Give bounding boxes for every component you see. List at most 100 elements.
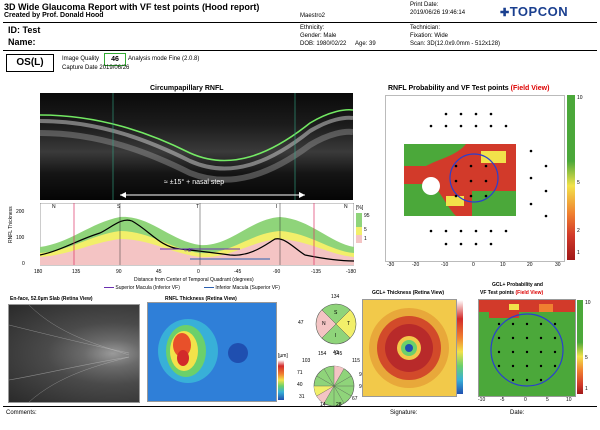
clock-val-11: 103 [302, 358, 311, 364]
xtick-0: 0 [197, 269, 200, 275]
thickness-unit: [µm] [278, 353, 288, 359]
age: Age: 39 [355, 41, 376, 47]
patient-id: ID: Test [8, 25, 41, 35]
logo-icon: ✚ [500, 7, 510, 19]
sector-n2: N [344, 204, 348, 210]
field-x-m10: -10 [441, 262, 449, 268]
pct-unit: [%] [356, 205, 364, 211]
legend-sup: Superior Macula (Inferior VF) [104, 285, 180, 291]
created-by: Created by Prof. Donald Hood [4, 12, 104, 19]
analysis-mode: Analysis mode Fine (2.0.8) [128, 56, 200, 62]
gcl-prob-tick-5: 5 [585, 355, 588, 361]
sector-n1: N [52, 204, 56, 210]
ytick-0: 0 [22, 261, 25, 267]
nasal-step-label: ≈ ±15° + nasal step [164, 179, 225, 186]
quad-n-value: 47 [298, 320, 304, 326]
clock-val-6: 28 [336, 402, 342, 408]
gcl-x-10: 10 [566, 397, 572, 403]
xtick-m180: -180 [346, 269, 357, 275]
field-x-20: 20 [527, 262, 533, 268]
rnfl-prob-title: RNFL Probability and VF Test points (Fie… [388, 85, 550, 92]
quad-s-value: 134 [331, 294, 340, 300]
xtick-45: 45 [156, 269, 162, 275]
gcl-prob-map [478, 299, 576, 397]
legend-inf: Inferior Macula (Superior VF) [204, 285, 280, 291]
enface-title: En-face, 52.0µm Slab (Retina View) [10, 296, 93, 302]
field-x-0: 0 [472, 262, 475, 268]
ethnicity: Ethnicity: [300, 25, 325, 31]
gcl-prob-tick-1: 1 [585, 386, 588, 392]
clock-sector-chart [313, 365, 355, 407]
print-date-label: Print Date: [410, 2, 439, 8]
ytick-200: 200 [16, 209, 25, 215]
gcl-x-5: 5 [546, 397, 549, 403]
gcl-prob-tick-10: 10 [585, 300, 591, 306]
clock-val-1: 145 [334, 351, 343, 357]
rnfl-xlabel: Distance from Center of Temporal Quadran… [134, 277, 254, 283]
clock-val-8: 31 [299, 394, 305, 400]
date-label: Date: [510, 410, 525, 416]
quad-n-letter: N [322, 321, 326, 327]
sector-t: T [196, 204, 200, 210]
pct-5: 5 [364, 227, 367, 233]
technician: Technician: [410, 25, 441, 31]
quad-t-letter: T [347, 321, 351, 327]
quad-i-value: 43 [333, 350, 339, 356]
field-x-m30: -30 [387, 262, 395, 268]
device-name: Maestro2 [300, 13, 326, 19]
comments-label: Comments: [6, 410, 37, 416]
brand-logo: ✚TOPCON [500, 4, 569, 19]
report-title: 3D Wide Glaucoma Report with VF test poi… [4, 2, 260, 12]
capture-date: Capture Date 2019/06/26 [62, 65, 130, 71]
signature-label: Signature: [390, 410, 418, 416]
quad-s-letter: S [334, 310, 338, 316]
clock-val-2: 115 [352, 358, 360, 364]
patient-name: Name: [8, 37, 36, 47]
prob-tick-10: 10 [577, 95, 583, 101]
clock-val-12: 154 [318, 351, 327, 357]
eye-badge: OS(L) [6, 54, 54, 72]
xtick-m135: -135 [311, 269, 322, 275]
rnfl-thickness-title: RNFL Thickness (Retina View) [165, 296, 237, 302]
enface-image [8, 304, 140, 403]
gcl-prob-title-2: VF Test points (Field View) [480, 290, 544, 296]
rnfl-plot [40, 203, 354, 266]
clock-val-9: 40 [297, 382, 303, 388]
dob: DOB: 1980/02/22 [300, 41, 347, 47]
field-x-30: 30 [555, 262, 561, 268]
field-x-10: 10 [500, 262, 506, 268]
quadrant-sector-chart [315, 303, 357, 345]
gcl-x-0: 0 [524, 397, 527, 403]
gcl-thickness-map [362, 299, 457, 397]
gcl-x-m10: -10 [478, 397, 486, 403]
oct-bscan: ≈ ±15° + nasal step [40, 93, 353, 200]
xtick-m90: -90 [273, 269, 281, 275]
clock-val-5: 67 [352, 396, 358, 402]
xtick-180: 180 [34, 269, 43, 275]
xtick-m45: -45 [234, 269, 242, 275]
fixation: Fixation: Wide [410, 33, 449, 39]
rnfl-prob-map [385, 95, 565, 262]
prob-tick-5: 5 [577, 180, 580, 186]
gcl-prob-title-1: GCL+ Probability and [492, 282, 543, 288]
prob-tick-2: 2 [577, 228, 580, 234]
clock-val-3: 91 [359, 372, 365, 378]
rnfl-thickness-map [147, 302, 277, 402]
clock-val-10: 71 [297, 370, 303, 376]
circumpapillary-title: Circumpapillary RNFL [150, 85, 224, 92]
rnfl-ylabel: RNFL Thickness [8, 206, 14, 243]
arc-label: ≈ 8° [184, 248, 193, 254]
quad-i-letter: I [335, 333, 337, 339]
gcl-prob-colorbar [577, 300, 583, 394]
image-quality-label: Image Quality [62, 56, 100, 62]
image-quality-value: 46 [104, 53, 126, 66]
xtick-90: 90 [116, 269, 122, 275]
xtick-135: 135 [72, 269, 81, 275]
gcl-scale-bar [457, 300, 463, 394]
clock-val-4: 95 [359, 384, 365, 390]
gender: Gender: Male [300, 33, 337, 39]
prob-tick-1: 1 [577, 250, 580, 256]
rnfl-prob-colorbar [567, 95, 575, 260]
print-date: 2019/06/26 19:46:14 [410, 10, 466, 16]
field-x-m20: -20 [412, 262, 420, 268]
